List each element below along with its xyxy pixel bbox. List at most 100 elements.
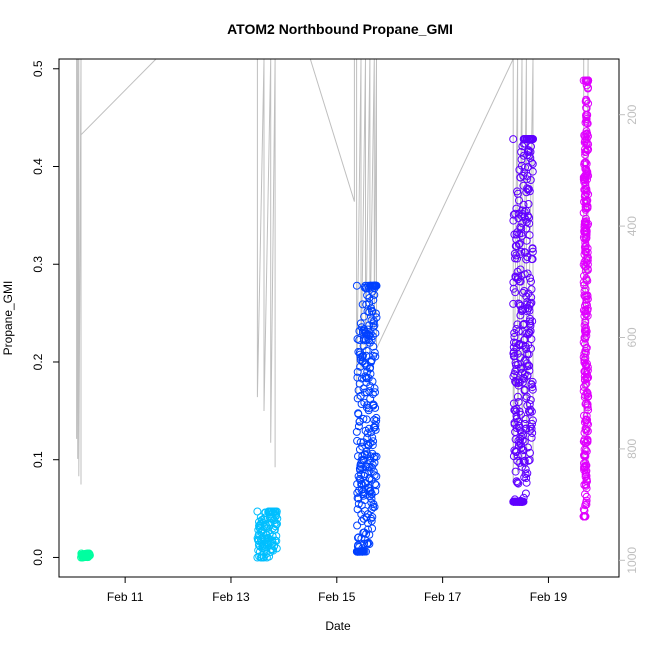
data-point: [583, 437, 592, 446]
data-point: [524, 456, 533, 465]
scatter-points-layer: [77, 76, 593, 562]
data-point: [514, 479, 523, 488]
data-point: [370, 415, 379, 424]
data-point: [523, 371, 532, 380]
data-point: [526, 176, 535, 184]
data-point: [582, 159, 591, 168]
data-point: [272, 532, 281, 540]
data-point: [359, 414, 368, 423]
data-point: [581, 512, 590, 521]
data-point: [517, 247, 526, 256]
data-point: [582, 379, 591, 388]
data-point: [526, 396, 535, 404]
data-point: [514, 327, 523, 336]
data-point: [353, 367, 362, 376]
data-point: [527, 433, 536, 442]
data-point: [527, 293, 536, 302]
data-point: [513, 254, 522, 263]
data-point: [370, 348, 379, 357]
data-point: [514, 398, 523, 406]
data-point: [365, 540, 374, 548]
data-point: [518, 436, 527, 445]
data-point: [511, 447, 520, 456]
y-axis-label: Propane_GMI: [1, 281, 15, 356]
data-point: [262, 549, 271, 558]
data-point: [366, 369, 375, 378]
data-point: [371, 487, 380, 496]
data-point: [582, 471, 591, 480]
y2-tick-label: 1000: [625, 547, 639, 574]
data-point: [583, 311, 592, 320]
data-point: [364, 538, 373, 547]
x-tick-label: Feb 15: [318, 590, 356, 604]
data-point: [364, 462, 373, 471]
data-point: [583, 374, 592, 383]
data-point: [583, 260, 592, 269]
data-point: [525, 213, 534, 222]
data-point: [367, 505, 376, 514]
x-tick-label: Feb 19: [530, 590, 568, 604]
data-point: [515, 196, 523, 205]
x-tick-label: Feb 13: [212, 590, 250, 604]
data-point: [352, 427, 361, 436]
data-point: [528, 160, 537, 168]
data-point: [582, 231, 591, 239]
data-point: [525, 426, 534, 435]
data-point: [516, 426, 525, 435]
y-tick-label: 0.4: [31, 158, 45, 175]
data-point: [528, 385, 537, 394]
data-point: [369, 467, 378, 476]
data-point: [582, 500, 591, 509]
data-point: [369, 342, 378, 351]
data-point: [584, 171, 593, 180]
data-point: [524, 200, 533, 208]
data-point: [529, 135, 537, 144]
data-point: [523, 469, 532, 478]
data-point: [583, 477, 591, 486]
data-point: [581, 239, 590, 247]
data-point: [526, 299, 535, 308]
data-point: [582, 331, 591, 340]
data-point: [583, 266, 592, 274]
data-point: [525, 187, 534, 196]
data-point: [510, 329, 519, 337]
data-point: [363, 429, 372, 438]
data-point: [522, 206, 531, 215]
data-point: [521, 465, 530, 474]
y2-tick-label: 600: [625, 327, 639, 347]
data-point: [583, 435, 592, 444]
data-point: [583, 295, 592, 304]
data-point: [524, 212, 533, 220]
data-point: [517, 224, 526, 233]
data-point: [367, 494, 376, 503]
x-axis: Feb 11 Feb 13 Feb 15 Feb 17 Feb 19: [107, 577, 568, 604]
data-point: [520, 287, 529, 295]
data-point: [362, 529, 371, 538]
data-point: [514, 379, 523, 387]
data-point: [261, 516, 270, 524]
data-point: [353, 521, 362, 530]
data-point: [584, 420, 592, 429]
data-point: [527, 407, 536, 416]
data-point: [528, 167, 537, 176]
y-tick-label: 0.1: [31, 451, 45, 468]
data-point: [364, 441, 373, 450]
series-2: [253, 507, 282, 562]
data-point: [582, 327, 591, 336]
secondary-y-axis: 200 400 600 800 1000: [619, 104, 639, 574]
data-point: [583, 248, 592, 257]
data-point: [582, 492, 591, 501]
data-point: [527, 277, 535, 286]
data-point: [582, 295, 591, 304]
x-axis-label: Date: [325, 619, 351, 633]
data-point: [581, 324, 590, 332]
data-point: [371, 403, 380, 412]
data-point: [584, 99, 593, 108]
data-point: [521, 415, 530, 423]
data-point: [370, 471, 379, 480]
data-point: [360, 539, 369, 548]
data-point: [267, 537, 276, 546]
data-point: [357, 479, 366, 488]
data-point: [371, 329, 380, 338]
data-point: [583, 276, 592, 285]
